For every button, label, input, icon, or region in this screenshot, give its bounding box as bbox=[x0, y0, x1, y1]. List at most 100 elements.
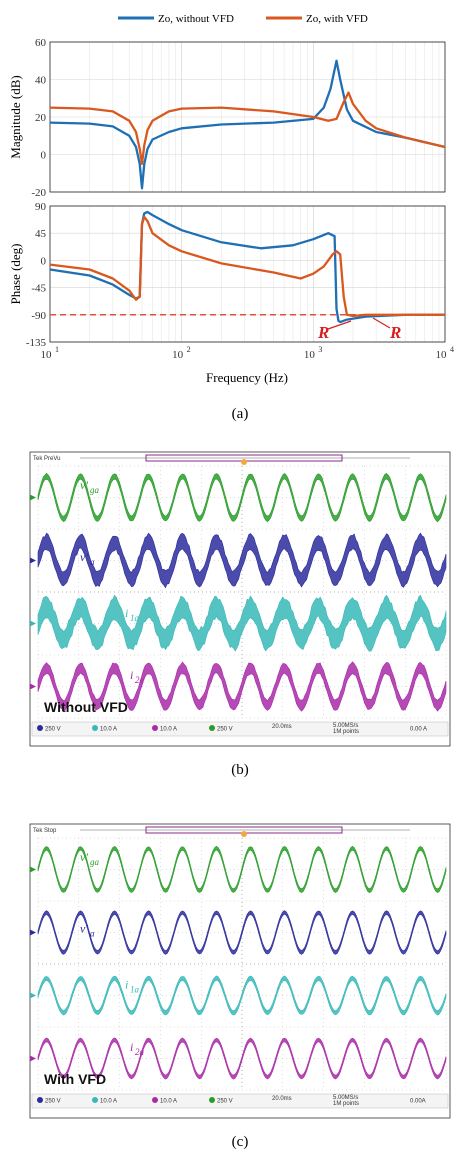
legend: Zo, without VFD Zo, with VFD bbox=[118, 13, 368, 25]
annotation-arrow-right bbox=[372, 317, 391, 329]
frequency-xlabel: Frequency (Hz) bbox=[206, 370, 288, 385]
scope-title: Without VFD bbox=[44, 699, 128, 715]
status-readout: 20.0ms bbox=[272, 1096, 292, 1102]
scope-trace-1a bbox=[37, 594, 447, 652]
scope-trace-2a bbox=[37, 661, 447, 712]
status-readout: 5.00MS/s bbox=[333, 723, 358, 729]
status-channel-scale: 10.0 A bbox=[160, 1099, 177, 1105]
x-tick-label: 10 bbox=[304, 349, 316, 361]
caption-c: (c) bbox=[232, 1134, 249, 1150]
trace-sub-ga: ga bbox=[90, 857, 100, 867]
status-channel-dot bbox=[152, 725, 158, 731]
magnitude-ylabel: Magnitude (dB) bbox=[8, 75, 23, 158]
trace-sub-ga: ga bbox=[90, 485, 100, 495]
caption-a: (a) bbox=[232, 406, 249, 422]
status-channel-dot bbox=[209, 725, 215, 731]
trigger-marker bbox=[241, 831, 247, 837]
status-channel-scale: 250 V bbox=[45, 1099, 61, 1105]
status-channel-dot bbox=[92, 725, 98, 731]
scope-trace-ga bbox=[37, 472, 447, 523]
y-tick-label: 90 bbox=[35, 201, 47, 213]
scope-header: Tek PreVu bbox=[33, 456, 60, 462]
y-tick-label: 0 bbox=[41, 150, 47, 162]
trace-label-a: v' bbox=[80, 550, 88, 564]
trace-sub-2a: 2a bbox=[135, 675, 145, 685]
status-bar bbox=[31, 721, 449, 737]
scope-trace-ga bbox=[37, 845, 447, 894]
channel-marker bbox=[30, 929, 36, 936]
status-channel-scale: 10.0 A bbox=[160, 727, 177, 733]
y-tick-label: -135 bbox=[26, 337, 47, 349]
y-tick-label: 45 bbox=[35, 228, 47, 240]
x-tick-exponent: 1 bbox=[55, 345, 59, 354]
x-tick-label: 10 bbox=[436, 349, 448, 361]
trace-label-ga: v' bbox=[80, 850, 88, 864]
trace-label-1a: i bbox=[125, 978, 128, 992]
y-tick-label: -20 bbox=[31, 187, 46, 199]
channel-marker bbox=[30, 494, 36, 501]
status-channel-dot bbox=[92, 1097, 98, 1103]
scope-trace-a bbox=[37, 910, 447, 955]
channel-marker bbox=[30, 620, 36, 627]
channel-marker bbox=[30, 1055, 36, 1062]
channel-marker bbox=[30, 557, 36, 564]
status-channel-scale: 250 V bbox=[217, 727, 233, 733]
status-readout: 1M points bbox=[333, 1101, 359, 1107]
status-channel-scale: 250 V bbox=[217, 1099, 233, 1105]
scope-frame bbox=[29, 823, 451, 1119]
phase-axes-frame bbox=[49, 205, 446, 343]
scope-title: With VFD bbox=[44, 1071, 106, 1087]
status-readout: 0.00A bbox=[410, 1099, 426, 1105]
annotation-arrow-left bbox=[327, 320, 352, 330]
scope-trace-1a bbox=[37, 975, 447, 1016]
status-channel-dot bbox=[209, 1097, 215, 1103]
trace-label-a: v' bbox=[80, 922, 88, 936]
trigger-marker bbox=[241, 459, 247, 465]
trace-sub-2a: 2a bbox=[135, 1047, 145, 1057]
trace-label-2a: i bbox=[130, 1040, 133, 1054]
series-line-with-vfd bbox=[49, 91, 446, 166]
x-tick-exponent: 3 bbox=[318, 345, 322, 354]
status-readout: 1M points bbox=[333, 729, 359, 735]
status-channel-scale: 250 V bbox=[45, 727, 61, 733]
scope-header: Tek Stop bbox=[33, 828, 57, 834]
legend-label-without: Zo, without VFD bbox=[158, 13, 234, 25]
series-line-without-vfd bbox=[49, 59, 446, 190]
y-tick-label: -90 bbox=[31, 310, 46, 322]
channel-marker bbox=[30, 683, 36, 690]
magnitude-axes-frame bbox=[49, 41, 446, 193]
x-tick-exponent: 4 bbox=[450, 345, 454, 354]
series-line-with-vfd bbox=[49, 215, 445, 318]
status-channel-dot bbox=[37, 1097, 43, 1103]
status-channel-dot bbox=[152, 1097, 158, 1103]
x-tick-label: 10 bbox=[41, 349, 53, 361]
y-tick-label: 60 bbox=[35, 37, 47, 49]
status-readout: 5.00MS/s bbox=[333, 1095, 358, 1101]
trace-label-2a: i bbox=[130, 668, 133, 682]
y-tick-label: 0 bbox=[41, 255, 47, 267]
trace-label-ga: v' bbox=[80, 478, 88, 492]
annotation-r-right: R bbox=[389, 323, 401, 342]
scope-trace-a bbox=[37, 532, 447, 589]
status-channel-scale: 10.0 A bbox=[100, 727, 117, 733]
magnitude-plot: 60 40 20 0 -20 Magnitude (dB) bbox=[8, 37, 446, 199]
phase-ylabel: Phase (deg) bbox=[8, 243, 23, 304]
status-readout: 20.0ms bbox=[272, 724, 292, 730]
caption-b: (b) bbox=[231, 762, 249, 778]
status-channel-dot bbox=[37, 725, 43, 731]
y-tick-label: -45 bbox=[31, 283, 46, 295]
scope-trace-2a bbox=[37, 1037, 447, 1080]
y-tick-label: 20 bbox=[35, 112, 47, 124]
trace-sub-a: a bbox=[90, 557, 95, 567]
x-tick-exponent: 2 bbox=[187, 345, 191, 354]
legend-label-with: Zo, with VFD bbox=[306, 13, 368, 25]
x-tick-label: 10 bbox=[172, 349, 184, 361]
trace-label-1a: i bbox=[125, 606, 128, 620]
annotation-r-left: R bbox=[317, 323, 329, 342]
status-readout: 0.00 A bbox=[410, 727, 427, 733]
trace-sub-1a: 1a bbox=[130, 985, 140, 995]
status-channel-scale: 10.0 A bbox=[100, 1099, 117, 1105]
